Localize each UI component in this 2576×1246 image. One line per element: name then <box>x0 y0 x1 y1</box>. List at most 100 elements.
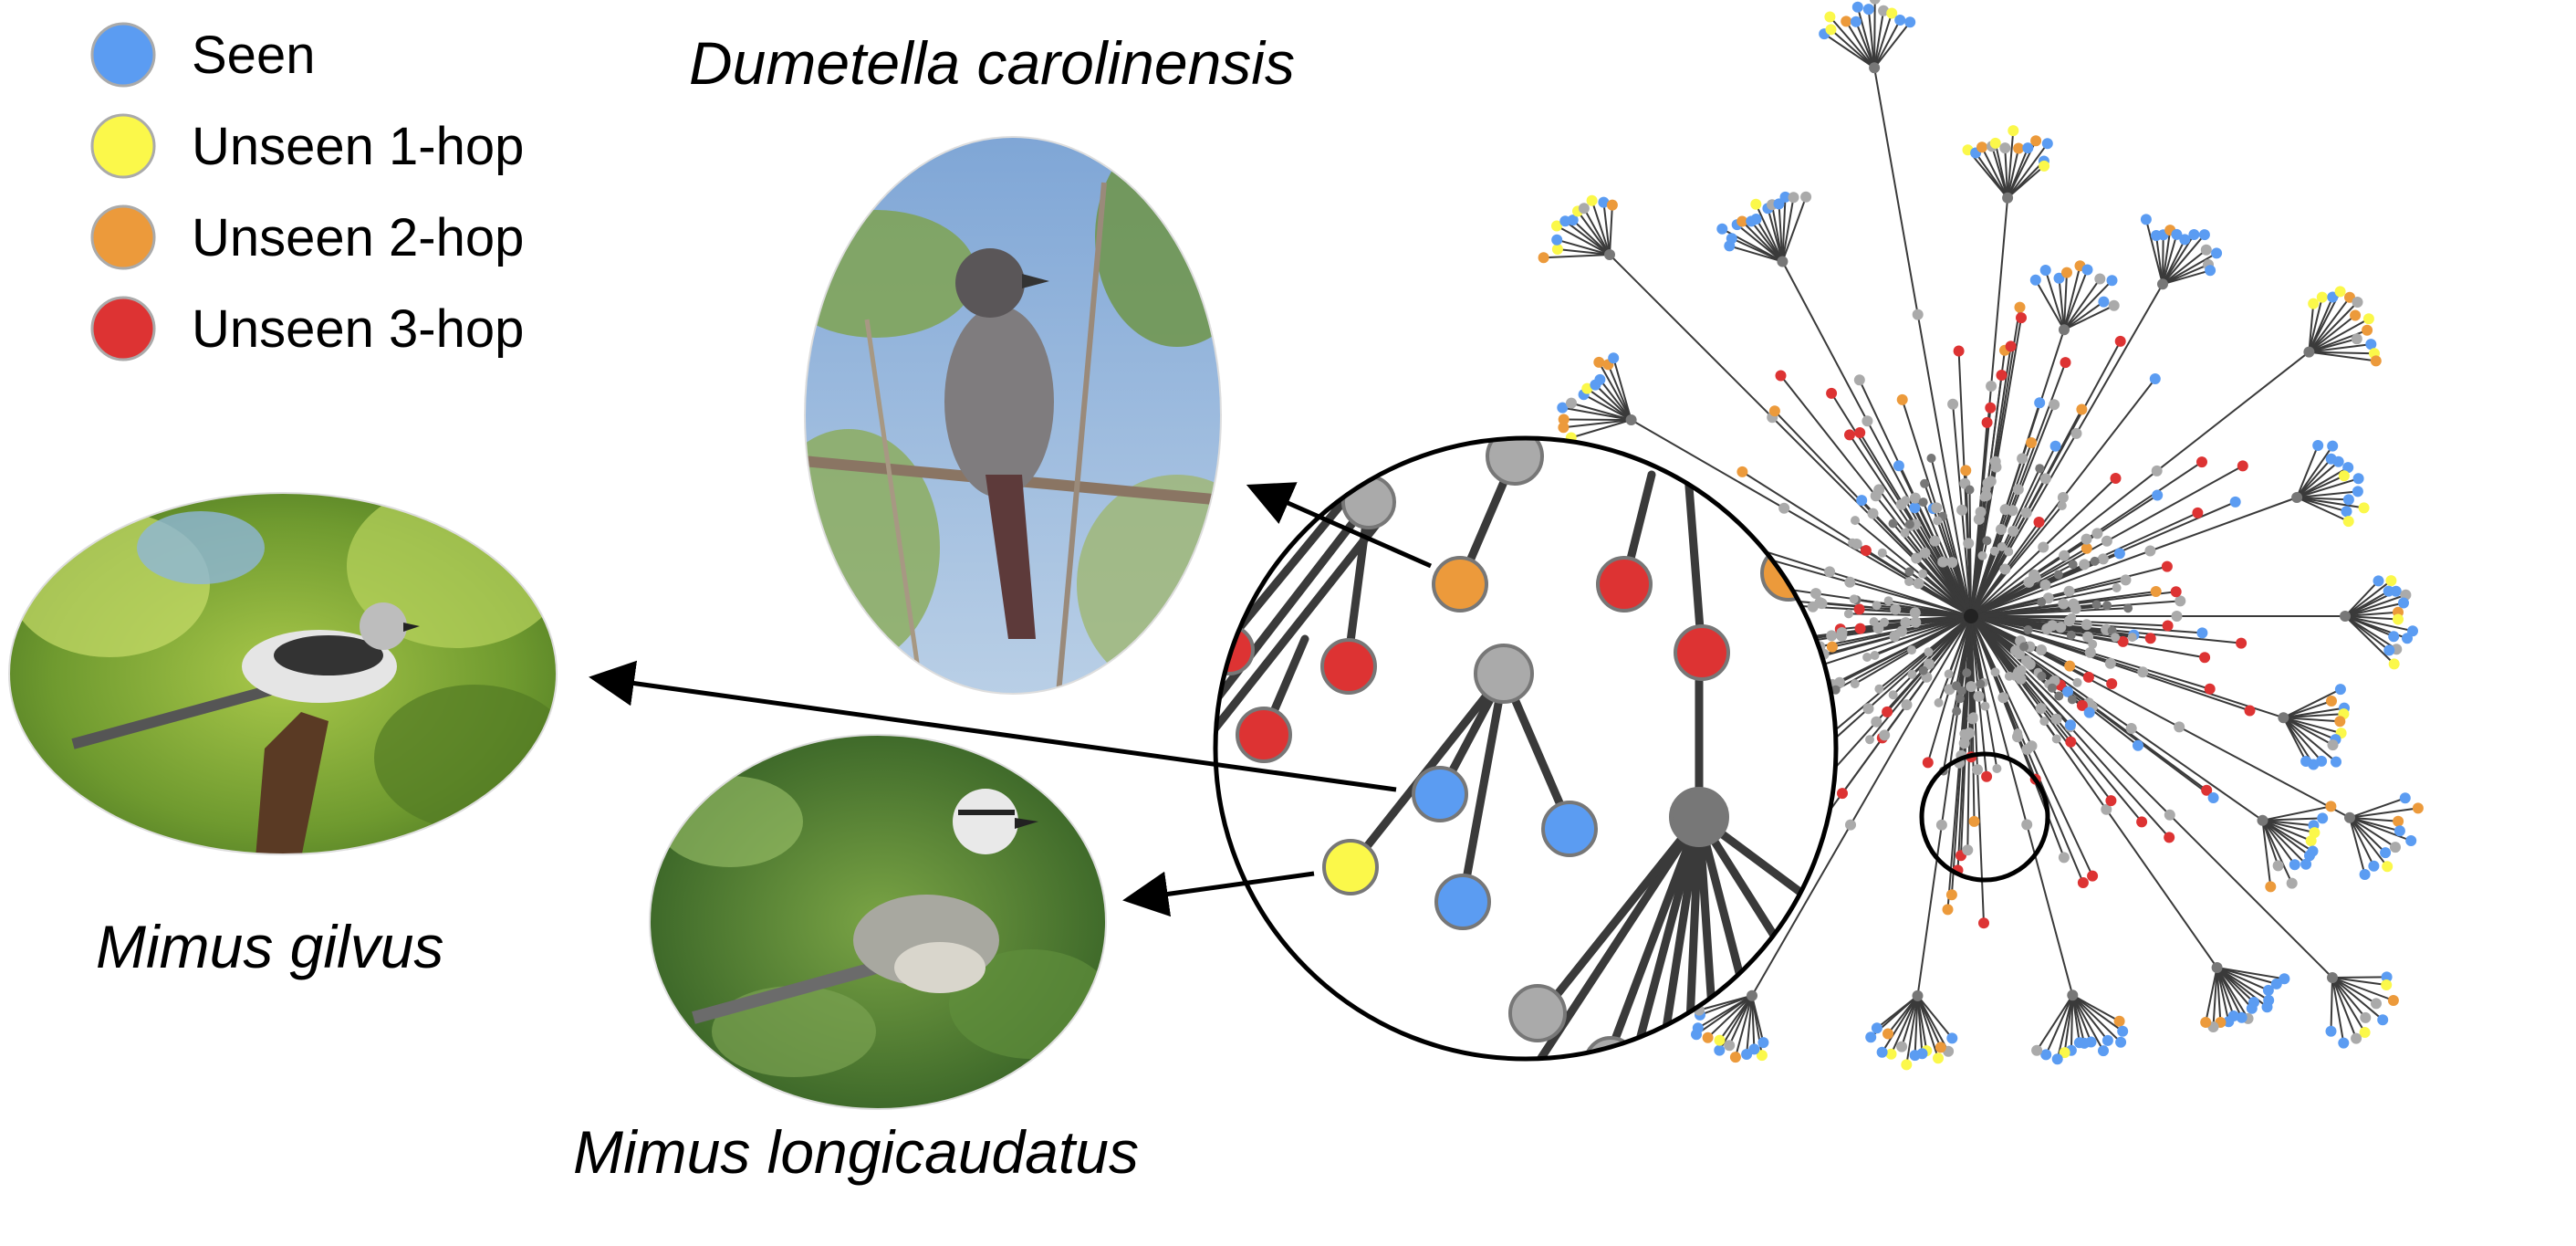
legend-swatch <box>90 22 156 88</box>
tree-node <box>2150 586 2162 597</box>
tree-node <box>1692 1022 1704 1034</box>
tree-edge <box>1994 307 2021 462</box>
tree-node <box>1919 547 1931 559</box>
tree-edge <box>1947 615 1972 675</box>
tree-edge <box>2216 967 2230 1022</box>
tree-node <box>2261 1001 2273 1013</box>
tree-node <box>1976 141 1987 153</box>
tree-node <box>2059 550 2070 561</box>
tree-node <box>2072 677 2082 687</box>
tree-edge <box>2071 994 2104 1052</box>
tree-edge <box>2344 615 2414 633</box>
tree-node <box>2101 803 2112 815</box>
tree-node <box>1724 1040 1736 1052</box>
tree-node <box>2065 736 2077 748</box>
tree-edge <box>2156 351 2310 472</box>
tree-node <box>2382 861 2393 873</box>
tree-node <box>1862 415 1873 427</box>
tree-edge <box>1878 488 1926 554</box>
tree-node <box>1775 370 1787 382</box>
tree-node <box>1850 16 1862 27</box>
tree-edge <box>2283 700 2332 719</box>
tree-edge <box>1609 204 1613 256</box>
tree-edge <box>2075 283 2164 435</box>
tree-node <box>1777 256 1789 267</box>
tree-edge <box>1831 615 1972 686</box>
tree-edge <box>1598 361 1632 421</box>
tree-node <box>2057 492 2069 503</box>
tree-node <box>1896 393 1908 405</box>
photo-gilvus <box>9 493 557 854</box>
tree-edge <box>2308 297 2323 352</box>
tree-edge <box>1543 254 1611 259</box>
tree-node <box>1586 194 1598 206</box>
tree-node <box>1956 504 1968 516</box>
zoom-inset-border <box>1213 435 1839 1062</box>
tree-node <box>2081 619 2092 631</box>
tree-node <box>1944 669 1954 679</box>
photo-gilvus-frame <box>8 492 558 855</box>
tree-node <box>1882 706 1893 717</box>
legend-swatch <box>90 296 156 361</box>
tree-edge <box>1916 995 1924 1054</box>
tree-node <box>1757 1037 1769 1049</box>
tree-node <box>1942 904 1954 916</box>
tree-node <box>2157 278 2168 290</box>
tree-edge <box>1586 387 1632 421</box>
tree-node <box>2405 835 2417 846</box>
tree-node <box>2108 299 2120 311</box>
tree-node <box>2342 462 2354 474</box>
tree-edge <box>2110 662 2250 712</box>
tree-node <box>2170 586 2182 598</box>
tree-edge <box>2039 707 2112 801</box>
tree-node <box>2334 286 2346 298</box>
tree-node <box>1929 535 1941 547</box>
tree-edge <box>1741 220 1784 263</box>
tree-node <box>2377 1014 2389 1026</box>
tree-edge <box>2106 628 2242 644</box>
tree-node <box>2017 453 2028 465</box>
tree-node <box>2079 559 2091 571</box>
tree-node <box>1996 524 2007 535</box>
tree-node <box>1729 1052 1741 1063</box>
tree-node <box>1853 374 1865 386</box>
tree-node <box>2037 597 2047 607</box>
legend: Seen Unseen 1-hop Unseen 2-hop Unseen 3-hop <box>90 22 524 361</box>
tree-node <box>1888 690 1898 700</box>
tree-node <box>2342 494 2354 506</box>
tree-node <box>2029 274 2041 286</box>
tree-edge <box>2036 994 2074 1052</box>
tree-edge <box>2216 967 2269 1001</box>
tree-edge <box>1583 207 1611 256</box>
tree-node <box>2289 859 2300 871</box>
tree-edge <box>2070 995 2074 1051</box>
tree-edge <box>2331 976 2387 979</box>
tree-node <box>2113 548 2125 560</box>
tree-node <box>1958 738 1970 749</box>
tree-edge <box>1873 68 1919 315</box>
tree-node <box>1909 1050 1921 1062</box>
tree-node <box>1982 536 1992 546</box>
tree-node <box>1992 764 2002 773</box>
photo-dumetella-frame <box>804 136 1222 695</box>
tree-edge <box>2071 995 2081 1043</box>
tree-edge <box>2162 234 2178 285</box>
tree-node <box>2308 298 2320 309</box>
tree-node <box>1909 492 1921 504</box>
tree-node <box>1931 502 1943 514</box>
tree-node <box>1558 414 1570 425</box>
tree-edge <box>1975 152 2008 199</box>
tree-edge <box>1854 21 1876 68</box>
tree-edge <box>1774 410 1874 515</box>
tree-edge <box>1590 200 1611 256</box>
tree-node <box>1750 214 1762 225</box>
tree-node <box>1845 819 1856 831</box>
tree-edge <box>1994 142 2009 199</box>
tree-node <box>2127 633 2137 643</box>
tree-node <box>2352 297 2363 308</box>
tree-node <box>1962 668 1972 678</box>
tree-edge <box>2261 820 2272 887</box>
tree-edge <box>2212 967 2218 1028</box>
tree-node <box>2036 644 2048 655</box>
tree-node <box>2352 473 2364 485</box>
